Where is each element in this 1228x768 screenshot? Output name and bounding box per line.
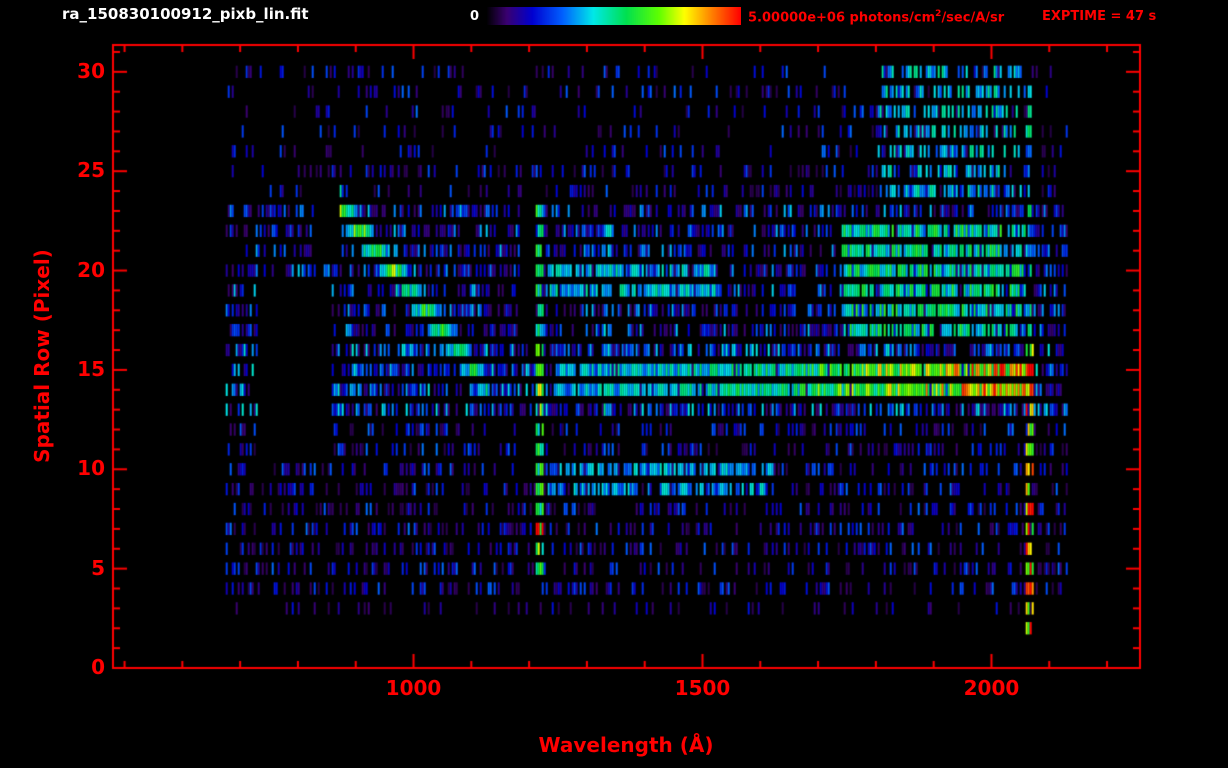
colorbar-units: /sec/A/sr bbox=[941, 10, 1005, 26]
y-tick-label: 25 bbox=[77, 158, 105, 183]
y-tick-label: 15 bbox=[77, 356, 105, 381]
y-tick-label: 10 bbox=[77, 456, 105, 481]
exptime-label: EXPTIME = 47 s bbox=[1042, 9, 1157, 24]
x-tick-label: 1500 bbox=[674, 676, 731, 700]
colorbar-min-label: 0 bbox=[469, 9, 479, 24]
y-tick-label: 5 bbox=[91, 555, 105, 580]
x-tick-label: 1000 bbox=[385, 676, 442, 700]
y-tick-label: 20 bbox=[77, 257, 105, 282]
y-tick-label: 30 bbox=[77, 58, 105, 83]
colorbar-units-superscript: 2 bbox=[935, 9, 942, 19]
colorbar-gradient bbox=[486, 7, 741, 25]
colorbar-max-value: 5.00000e+06 photons/cm bbox=[748, 10, 936, 26]
x-tick-label: 2000 bbox=[963, 676, 1020, 700]
y-tick-label: 0 bbox=[91, 655, 105, 679]
fits-filename: ra_150830100912_pixb_lin.fit bbox=[62, 5, 309, 23]
colorbar-max-label: 5.00000e+06 photons/cm2/sec/A/sr bbox=[748, 9, 1004, 25]
x-axis-title: Wavelength (Å) bbox=[538, 733, 714, 757]
y-axis-title: Spatial Row (Pixel) bbox=[30, 249, 54, 463]
